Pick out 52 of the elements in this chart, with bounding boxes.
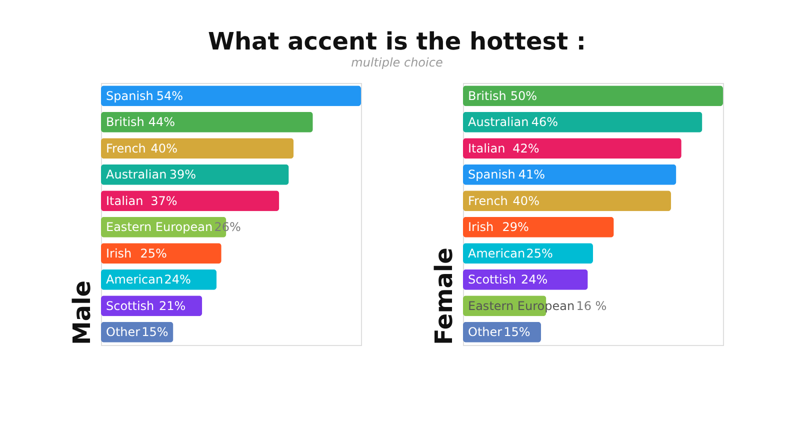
- data-label: 39%: [169, 168, 196, 182]
- category-label: French: [106, 141, 146, 156]
- category-label: American: [468, 246, 526, 260]
- category-label: Spanish: [106, 88, 154, 103]
- bar: [101, 190, 280, 212]
- category-label: Irish: [468, 220, 494, 234]
- data-label: 54%: [156, 88, 184, 103]
- text: multiple choice: [351, 56, 443, 70]
- data-label: 16 %: [576, 298, 607, 313]
- data-label: 41%: [518, 168, 546, 182]
- category-label: Scottish: [468, 272, 516, 287]
- data-label: 40%: [150, 141, 178, 156]
- data-label: 37%: [150, 194, 178, 208]
- data-label: 40%: [512, 194, 540, 208]
- category-label: Irish: [106, 246, 132, 260]
- y-axis-title: Female: [430, 248, 458, 345]
- data-label: 29%: [502, 220, 529, 234]
- data-label: 24%: [164, 272, 191, 287]
- data-label: 15%: [142, 325, 168, 340]
- category-label: Other: [106, 325, 140, 340]
- data-label: 50%: [510, 88, 538, 103]
- y-axis-title: Male: [68, 280, 96, 345]
- bar: [463, 190, 671, 212]
- category-label: British: [106, 115, 144, 130]
- bar: [463, 112, 702, 132]
- data-label: 44%: [148, 115, 176, 130]
- bar: [463, 164, 676, 185]
- category-label: Italian: [106, 194, 144, 208]
- category-label: Eastern European: [106, 220, 213, 234]
- category-label: Other: [468, 325, 502, 340]
- chart-title: What accent is the hottest :: [208, 28, 586, 56]
- bar: [101, 138, 294, 159]
- bar: [101, 112, 313, 132]
- category-label: Australian: [106, 168, 167, 182]
- data-label: 15%: [504, 325, 530, 340]
- bar: [463, 86, 723, 106]
- category-label: British: [468, 88, 506, 103]
- bar: [463, 216, 614, 238]
- category-label: Italian: [468, 141, 506, 156]
- data-label: 46%: [531, 115, 558, 130]
- category-label: American: [106, 272, 164, 287]
- category-label: Scottish: [106, 298, 154, 313]
- category-label: Spanish: [468, 168, 516, 182]
- bar: [463, 138, 682, 159]
- category-label: French: [468, 194, 508, 208]
- data-label: 24%: [521, 272, 548, 287]
- data-label: 21%: [159, 298, 186, 313]
- bar: [101, 86, 361, 106]
- data-label: 25%: [526, 246, 553, 260]
- data-label: 42%: [512, 141, 540, 156]
- category-label: Australian: [468, 115, 529, 130]
- data-label: 25%: [140, 246, 167, 260]
